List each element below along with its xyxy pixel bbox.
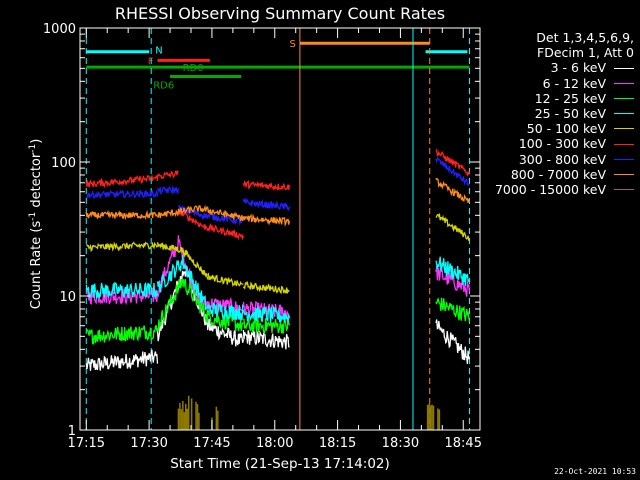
series-line xyxy=(156,170,179,180)
legend-entry-label: 3 - 6 keV xyxy=(550,60,606,76)
legend-entry: 25 - 50 keV xyxy=(459,106,634,121)
series-line xyxy=(207,272,244,287)
x-tick-label: 18:15 xyxy=(319,436,356,451)
y-axis-label-sup2: -1 xyxy=(28,144,38,153)
plot-frame xyxy=(79,27,481,431)
series-line xyxy=(181,254,209,311)
legend-entry: 100 - 300 keV xyxy=(459,136,634,151)
legend-entry-label: 50 - 100 keV xyxy=(526,121,606,137)
series-line xyxy=(242,305,291,324)
chart-title: RHESSI Observing Summary Count Rates xyxy=(115,4,445,23)
series-line xyxy=(181,278,209,323)
legend-swatch xyxy=(614,113,634,115)
series-line xyxy=(181,247,209,280)
legend-entry: 300 - 800 keV xyxy=(459,152,634,167)
legend-swatch xyxy=(614,143,634,145)
y-axis-label-sup1: -1 xyxy=(28,212,38,221)
chart-legend: Det 1,3,4,5,6,9, FDecim 1, Att 0 3 - 6 k… xyxy=(459,30,634,197)
series-line xyxy=(207,301,244,321)
series-line xyxy=(242,317,291,335)
timestamp: 22-Oct-2021 10:53 xyxy=(554,467,636,476)
series-line xyxy=(198,204,245,222)
series-line xyxy=(85,281,159,300)
legend-swatch xyxy=(614,67,634,69)
legend-entry: 50 - 100 keV xyxy=(459,121,634,136)
legend-swatch xyxy=(614,189,634,191)
legend-swatch xyxy=(614,97,634,99)
series-line xyxy=(242,280,290,295)
legend-entry: 12 - 25 keV xyxy=(459,91,634,106)
series-line xyxy=(85,189,159,199)
y-tick-label: 1000 xyxy=(43,22,76,37)
legend-entry-label: 6 - 12 keV xyxy=(542,75,606,91)
x-tick-label: 18:30 xyxy=(382,436,419,451)
y-axis-label: Count Rate (s-1 detector-1) xyxy=(28,139,44,310)
legend-entry-label: 100 - 300 keV xyxy=(518,136,606,152)
flag-label-n: N xyxy=(155,46,162,57)
legend-entry-label: 800 - 7000 keV xyxy=(510,166,606,182)
legend-swatch xyxy=(614,128,634,130)
flag-label-rd0: RD0 xyxy=(183,63,204,74)
legend-entry-label: 12 - 25 keV xyxy=(534,90,606,106)
series-line xyxy=(242,179,291,192)
x-axis-label: Start Time (21-Sep-13 17:14:02) xyxy=(170,456,390,472)
x-tick-label: 17:45 xyxy=(193,436,230,451)
series-line xyxy=(85,174,159,189)
series-line xyxy=(156,258,184,293)
legend-entry-label: 300 - 800 keV xyxy=(518,151,606,167)
series-line xyxy=(85,349,159,371)
legend-entry: 3 - 6 keV xyxy=(459,60,634,75)
series-line xyxy=(435,148,471,177)
series-line xyxy=(242,197,291,211)
series-line xyxy=(156,205,201,219)
legend-rows: 3 - 6 keV 6 - 12 keV 12 - 25 keV 25 - 50 ke… xyxy=(459,60,634,197)
y-axis-label-main: Count Rate (s xyxy=(29,221,44,310)
series-line xyxy=(435,156,470,187)
legend-header-line-1: Det 1,3,4,5,6,9, xyxy=(536,30,634,45)
y-tick-label: 10 xyxy=(59,290,76,305)
series-line xyxy=(85,209,158,221)
series-line xyxy=(156,185,180,196)
legend-swatch xyxy=(614,173,634,175)
series-line xyxy=(156,279,184,332)
series-line xyxy=(435,319,471,364)
series-line xyxy=(156,242,184,255)
legend-entry: 800 - 7000 keV xyxy=(459,167,634,182)
y-tick-label: 1 xyxy=(68,424,76,439)
series-line xyxy=(177,204,205,221)
legend-swatch xyxy=(614,158,634,160)
x-tick-label: 17:15 xyxy=(68,436,105,451)
legend-entry: 7000 - 15000 keV xyxy=(459,182,634,197)
legend-header-line-2: FDecim 1, Att 0 xyxy=(537,45,634,61)
series-line xyxy=(435,297,471,323)
legend-entry-label: 25 - 50 keV xyxy=(534,106,606,122)
flag-label-rd6: RD6 xyxy=(153,80,174,91)
series-line xyxy=(85,324,159,345)
y-axis-label-end: ) xyxy=(29,139,44,144)
series-line xyxy=(242,300,291,320)
series-line xyxy=(435,177,471,204)
x-tick-label: 18:45 xyxy=(445,436,482,451)
series-line xyxy=(435,256,471,286)
series-line xyxy=(435,212,471,241)
series-line xyxy=(156,270,185,342)
x-tick-label: 17:30 xyxy=(130,436,167,451)
legend-entry: 6 - 12 keV xyxy=(459,76,634,91)
y-tick-label: 100 xyxy=(51,156,76,171)
series-line xyxy=(85,241,159,253)
series-line xyxy=(242,213,291,227)
y-axis-label-mid: detector xyxy=(29,152,44,212)
series-line xyxy=(242,329,290,350)
series-line xyxy=(203,223,245,241)
series-line xyxy=(207,310,244,332)
flag-label-s: S xyxy=(290,39,296,50)
legend-entry-label: 7000 - 15000 keV xyxy=(494,182,606,198)
series-line xyxy=(207,318,245,347)
x-tick-label: 18:00 xyxy=(256,436,293,451)
series-line xyxy=(202,212,244,226)
legend-swatch xyxy=(614,82,634,84)
